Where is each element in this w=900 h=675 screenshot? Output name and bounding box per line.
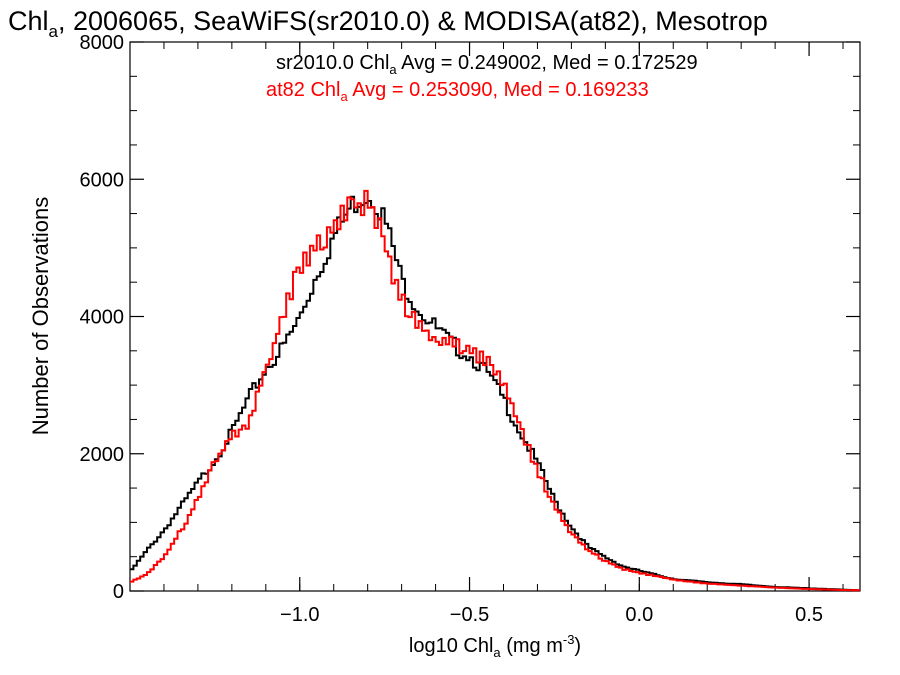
x-tick-label: 0.0 [625,604,653,626]
legend-entry-at82: at82 Chla Avg = 0.253090, Med = 0.169233 [266,79,649,104]
x-tick-label: −0.5 [450,604,489,626]
series-layer [130,189,860,592]
y-tick-label: 2000 [80,444,125,466]
legend-sr2010-prefix: sr2010.0 Chl [276,52,389,74]
legend-at82-prefix: at82 Chl [266,79,341,101]
x-axis-label-subscript: a [493,645,501,660]
legend-sr2010-subscript: a [389,62,397,77]
x-axis-label: log10 Chla (mg m-3) [409,632,581,660]
x-tick-label: 0.5 [795,604,823,626]
legend-entry-sr2010: sr2010.0 Chla Avg = 0.249002, Med = 0.17… [276,52,698,77]
x-axis-label-units: (mg m [501,635,563,657]
y-axis-label: Number of Observations [28,197,53,435]
x-axis-label-superscript: -3 [563,632,575,647]
y-tick-label: 0 [113,581,124,603]
x-tick-label: −1.0 [280,604,319,626]
series-line-at82 [130,189,860,592]
plot-frame [129,41,861,592]
series-line-sr20100 [130,195,860,592]
legend-at82-suffix: Avg = 0.253090, Med = 0.169233 [348,79,649,101]
y-tick-label: 4000 [80,307,125,329]
y-tick-label: 8000 [80,32,125,54]
y-axis-ticks: 0 2000 4000 6000 8000 [80,32,860,603]
legend-at82-subscript: a [341,89,349,104]
chart-title: Chla, 2006065, SeaWiFS(sr2010.0) & MODIS… [8,6,768,41]
chart-title-subscript: a [49,22,59,41]
chart-title-rest: , 2006065, SeaWiFS(sr2010.0) & MODISA(at… [58,6,768,36]
x-axis-label-main: log10 Chl [409,635,494,657]
x-axis-label-close: ) [574,635,581,657]
legend-sr2010-suffix: Avg = 0.249002, Med = 0.172529 [397,52,698,74]
x-axis-ticks: −1.0 −0.5 0.0 0.5 [129,42,844,626]
chart-title-main: Chl [8,6,49,36]
y-tick-label: 6000 [80,169,125,191]
